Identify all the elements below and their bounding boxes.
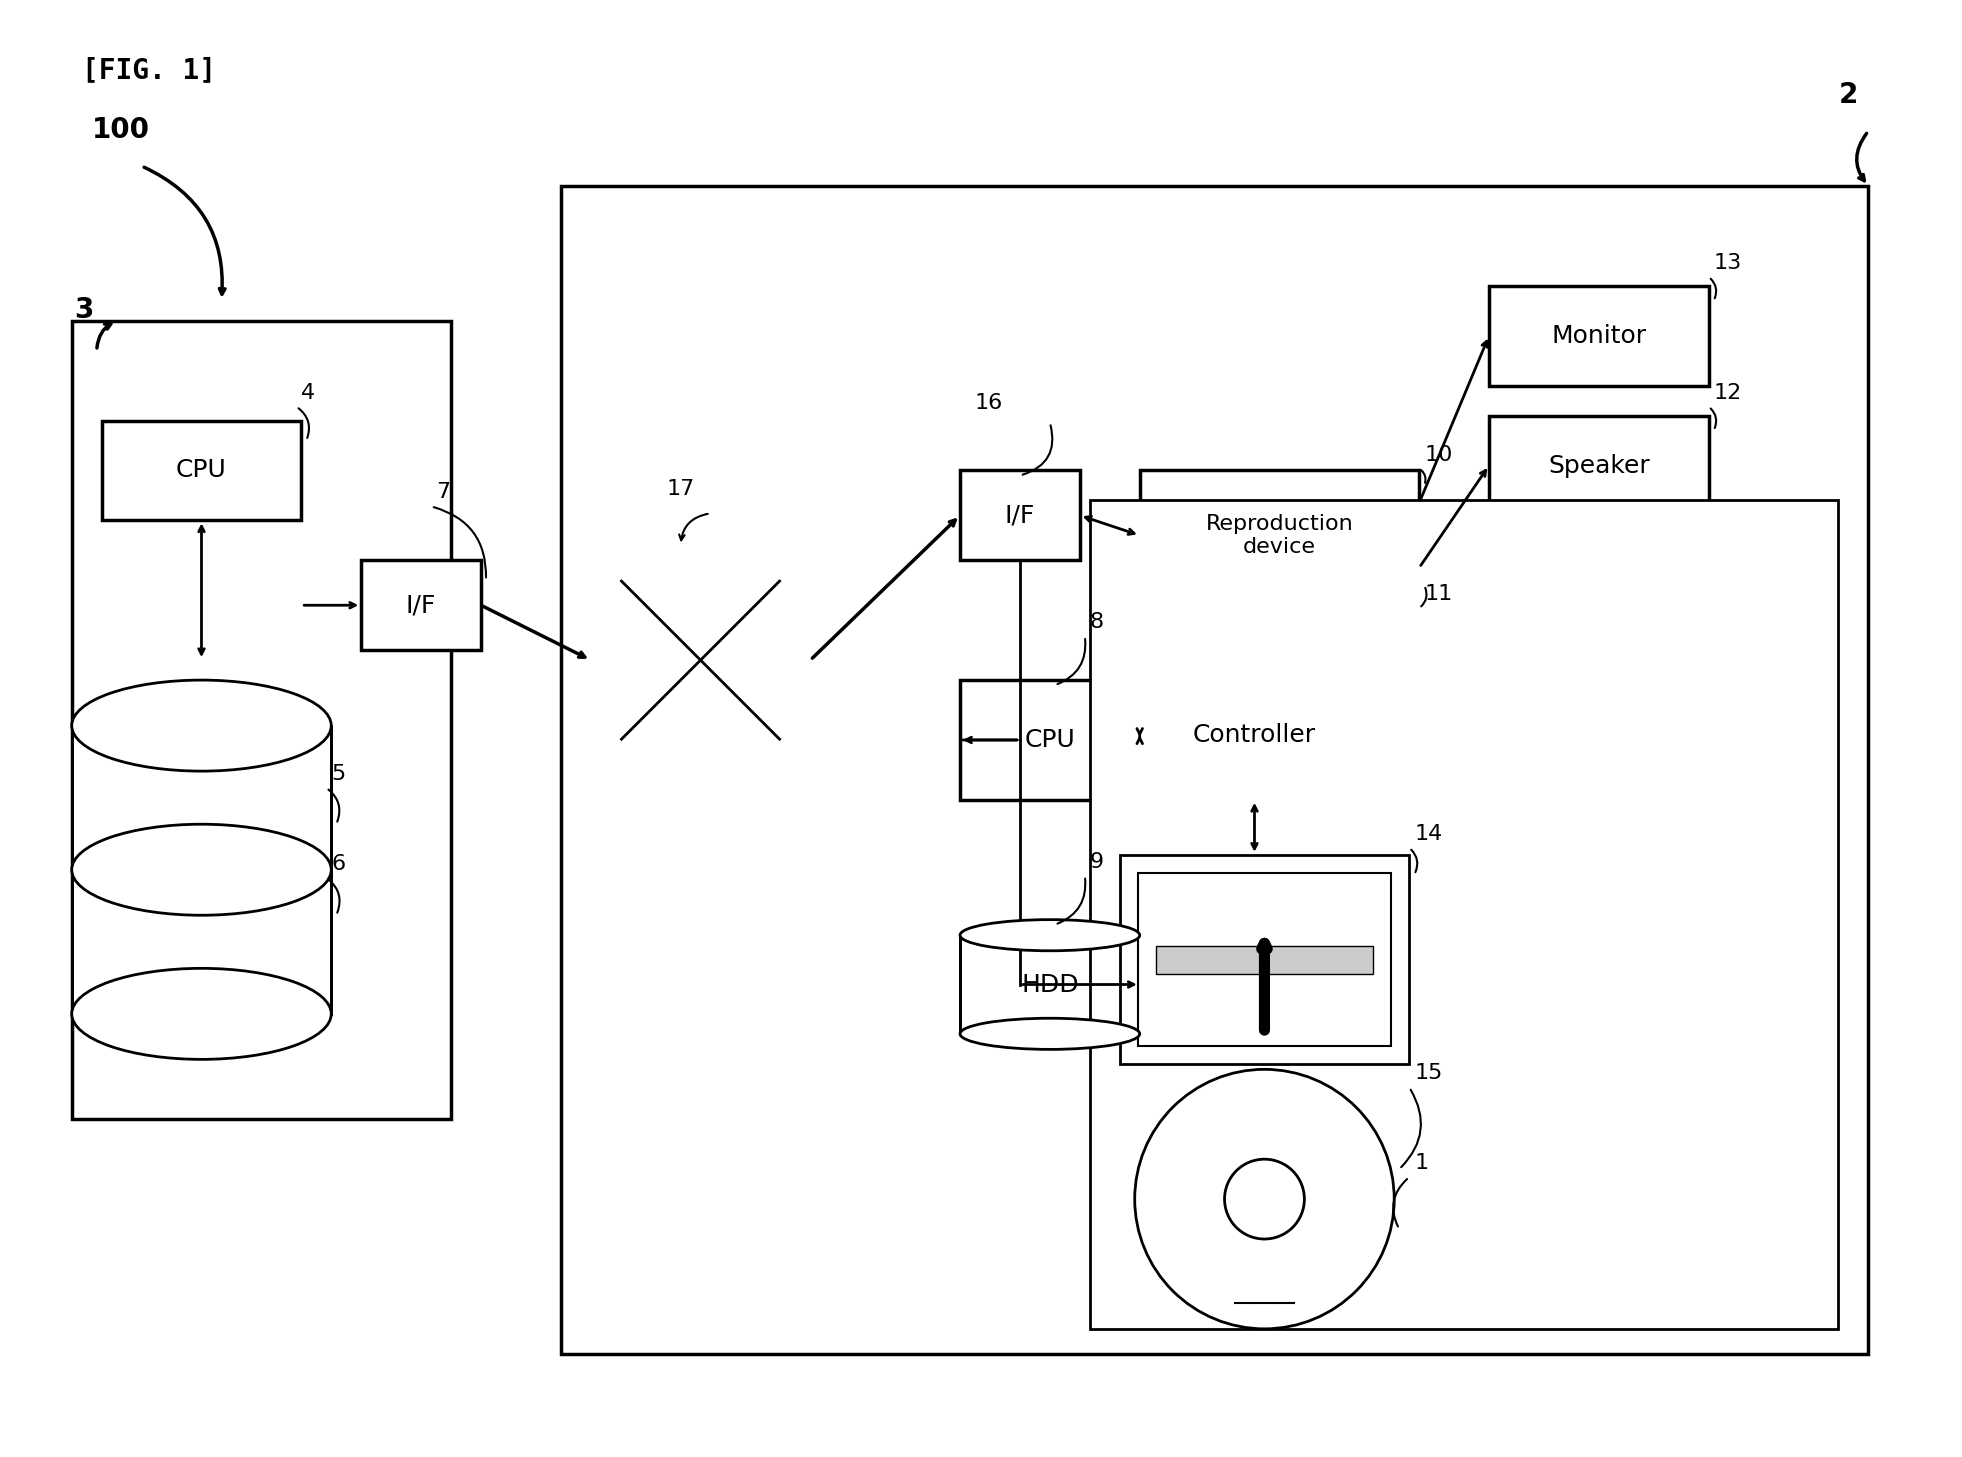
Text: 6: 6 bbox=[332, 854, 345, 874]
Bar bbox=[1140, 471, 1419, 600]
Bar bbox=[1156, 946, 1373, 973]
Bar bbox=[361, 561, 481, 650]
Bar bbox=[959, 471, 1079, 561]
Text: 10: 10 bbox=[1424, 444, 1452, 465]
Text: 15: 15 bbox=[1415, 1064, 1442, 1084]
Text: 4: 4 bbox=[302, 383, 316, 402]
Bar bbox=[102, 421, 302, 520]
Text: 9: 9 bbox=[1089, 852, 1105, 871]
Bar bbox=[1140, 670, 1369, 800]
Text: Reproduction
device: Reproduction device bbox=[1205, 514, 1354, 557]
Text: Monitor: Monitor bbox=[1552, 323, 1646, 348]
Text: 14: 14 bbox=[1415, 823, 1442, 844]
Text: 1: 1 bbox=[1415, 1152, 1428, 1173]
Text: 17: 17 bbox=[667, 479, 695, 500]
Text: 12: 12 bbox=[1713, 383, 1742, 402]
Text: 3: 3 bbox=[75, 296, 92, 323]
Bar bbox=[1489, 415, 1709, 516]
Ellipse shape bbox=[959, 919, 1140, 951]
Ellipse shape bbox=[73, 969, 332, 1059]
Bar bbox=[1089, 500, 1838, 1329]
Ellipse shape bbox=[73, 825, 332, 915]
Text: CPU: CPU bbox=[177, 459, 228, 482]
Ellipse shape bbox=[73, 680, 332, 771]
Bar bbox=[959, 680, 1140, 800]
Ellipse shape bbox=[959, 1018, 1140, 1049]
Bar bbox=[73, 726, 332, 1014]
Text: CPU: CPU bbox=[1024, 728, 1075, 752]
Text: I/F: I/F bbox=[406, 593, 436, 618]
Text: 8: 8 bbox=[1089, 612, 1105, 632]
Text: 13: 13 bbox=[1713, 254, 1742, 272]
Bar bbox=[1489, 286, 1709, 386]
Bar bbox=[1120, 855, 1409, 1065]
Text: 16: 16 bbox=[975, 392, 1003, 412]
Text: 7: 7 bbox=[436, 482, 449, 503]
Text: 100: 100 bbox=[92, 117, 149, 144]
Text: HDD: HDD bbox=[1020, 972, 1079, 997]
Text: Speaker: Speaker bbox=[1548, 453, 1650, 478]
Bar bbox=[561, 186, 1868, 1354]
Text: [FIG. 1]: [FIG. 1] bbox=[82, 57, 216, 85]
Text: Controller: Controller bbox=[1193, 723, 1317, 747]
Bar bbox=[959, 935, 1140, 1034]
Bar bbox=[73, 321, 451, 1119]
Text: I/F: I/F bbox=[1005, 504, 1036, 527]
Bar bbox=[1138, 873, 1391, 1046]
Text: 2: 2 bbox=[1838, 82, 1858, 109]
Text: 5: 5 bbox=[332, 763, 345, 784]
Text: 11: 11 bbox=[1424, 584, 1452, 605]
